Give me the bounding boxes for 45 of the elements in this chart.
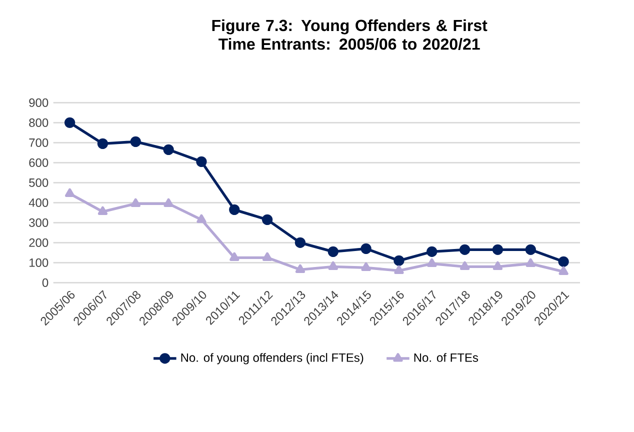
point <box>526 258 536 267</box>
point <box>394 265 404 274</box>
point <box>394 255 404 266</box>
point <box>460 261 470 270</box>
point <box>360 243 372 254</box>
point <box>196 156 207 168</box>
point <box>295 264 306 273</box>
point <box>426 246 438 258</box>
point <box>64 117 76 128</box>
point <box>558 256 569 267</box>
point <box>328 246 338 258</box>
y-tick-label: 400 <box>28 198 48 207</box>
point <box>294 237 306 248</box>
point <box>558 266 568 276</box>
y-tick-label: 0 <box>42 278 48 287</box>
point <box>130 136 141 148</box>
y-tick-label: 600 <box>29 158 48 167</box>
point <box>163 144 174 156</box>
legend-label: No. of young offenders (incl FTEs) <box>181 353 364 364</box>
y-tick-label: 300 <box>29 218 48 227</box>
point <box>196 214 206 223</box>
y-tick-label: 200 <box>29 238 48 247</box>
y-tick-label: 100 <box>30 258 48 267</box>
point <box>230 252 240 262</box>
point <box>361 262 371 271</box>
point <box>328 261 338 270</box>
y-tick-label: 700 <box>29 138 48 147</box>
point <box>459 244 470 255</box>
point <box>525 244 536 255</box>
point <box>229 204 240 216</box>
y-tick-label: 900 <box>29 98 48 107</box>
point <box>64 188 75 198</box>
point <box>492 244 504 255</box>
legend-label: No. of FTEs <box>414 353 478 362</box>
point <box>262 214 273 226</box>
point <box>97 138 108 150</box>
point <box>130 198 140 208</box>
chart-title: Figure 7.3: Young Offenders & First Time Entrants: 2005/06 to 2020/21 <box>212 19 488 50</box>
point <box>98 206 108 216</box>
point <box>427 258 437 267</box>
point <box>164 198 174 208</box>
point <box>262 252 272 262</box>
y-tick-label: 800 <box>29 118 48 127</box>
point <box>492 261 503 270</box>
y-tick-label: 500 <box>29 178 48 187</box>
